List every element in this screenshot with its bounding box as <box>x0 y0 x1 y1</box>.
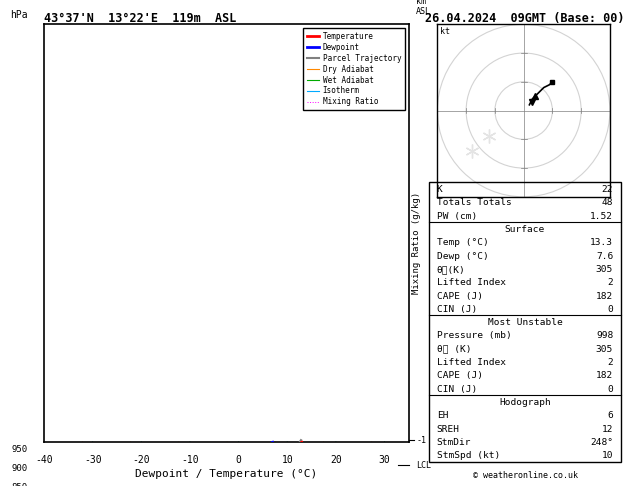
Text: Lifted Index: Lifted Index <box>437 278 506 287</box>
Text: CAPE (J): CAPE (J) <box>437 292 482 300</box>
Text: -1: -1 <box>416 435 426 445</box>
Text: 22: 22 <box>602 185 613 194</box>
Text: 10: 10 <box>602 451 613 460</box>
Text: StmDir: StmDir <box>437 438 471 447</box>
Text: 26.04.2024  09GMT (Base: 00): 26.04.2024 09GMT (Base: 00) <box>425 12 624 25</box>
Text: Dewp (°C): Dewp (°C) <box>437 252 488 260</box>
Text: SREH: SREH <box>437 425 460 434</box>
Text: © weatheronline.co.uk: © weatheronline.co.uk <box>473 471 577 480</box>
Text: 182: 182 <box>596 292 613 300</box>
Text: Dewpoint / Temperature (°C): Dewpoint / Temperature (°C) <box>135 469 318 479</box>
Text: -30: -30 <box>84 455 101 465</box>
Text: 0: 0 <box>608 305 613 314</box>
Text: 20: 20 <box>330 455 342 465</box>
Text: θᴇ (K): θᴇ (K) <box>437 345 471 354</box>
Text: 850: 850 <box>11 484 28 486</box>
Text: 900: 900 <box>11 464 28 473</box>
Text: θᴇ(K): θᴇ(K) <box>437 265 465 274</box>
Text: 0: 0 <box>608 384 613 394</box>
Text: kt: kt <box>440 27 450 36</box>
Text: K: K <box>437 185 442 194</box>
Text: Mixing Ratio (g/kg): Mixing Ratio (g/kg) <box>412 192 421 294</box>
Text: CAPE (J): CAPE (J) <box>437 371 482 381</box>
Text: 998: 998 <box>596 331 613 340</box>
Text: CIN (J): CIN (J) <box>437 384 477 394</box>
Text: Most Unstable: Most Unstable <box>487 318 562 327</box>
Text: 13.3: 13.3 <box>590 238 613 247</box>
Text: 1.52: 1.52 <box>590 212 613 221</box>
Text: 305: 305 <box>596 345 613 354</box>
Text: 12: 12 <box>602 425 613 434</box>
Text: StmSpd (kt): StmSpd (kt) <box>437 451 500 460</box>
Text: 43°37'N  13°22'E  119m  ASL: 43°37'N 13°22'E 119m ASL <box>44 12 237 25</box>
Text: PW (cm): PW (cm) <box>437 212 477 221</box>
Text: 48: 48 <box>602 198 613 208</box>
Text: km
ASL: km ASL <box>416 0 431 16</box>
Text: 2: 2 <box>608 358 613 367</box>
Text: Temp (°C): Temp (°C) <box>437 238 488 247</box>
Text: 2: 2 <box>608 278 613 287</box>
Legend: Temperature, Dewpoint, Parcel Trajectory, Dry Adiabat, Wet Adiabat, Isotherm, Mi: Temperature, Dewpoint, Parcel Trajectory… <box>303 28 405 110</box>
Text: 248°: 248° <box>590 438 613 447</box>
Text: 7.6: 7.6 <box>596 252 613 260</box>
Text: EH: EH <box>437 411 448 420</box>
Text: 6: 6 <box>608 411 613 420</box>
Text: 0: 0 <box>236 455 242 465</box>
Text: Totals Totals: Totals Totals <box>437 198 511 208</box>
Text: LCL: LCL <box>416 461 431 469</box>
Text: 10: 10 <box>281 455 293 465</box>
Text: Hodograph: Hodograph <box>499 398 551 407</box>
Text: hPa: hPa <box>10 10 28 20</box>
Text: -40: -40 <box>35 455 53 465</box>
Text: 30: 30 <box>379 455 391 465</box>
Text: 950: 950 <box>11 445 28 454</box>
Text: Lifted Index: Lifted Index <box>437 358 506 367</box>
Text: Surface: Surface <box>505 225 545 234</box>
Text: 182: 182 <box>596 371 613 381</box>
Text: CIN (J): CIN (J) <box>437 305 477 314</box>
Text: 305: 305 <box>596 265 613 274</box>
Text: -20: -20 <box>133 455 150 465</box>
Text: -10: -10 <box>181 455 199 465</box>
Text: Pressure (mb): Pressure (mb) <box>437 331 511 340</box>
